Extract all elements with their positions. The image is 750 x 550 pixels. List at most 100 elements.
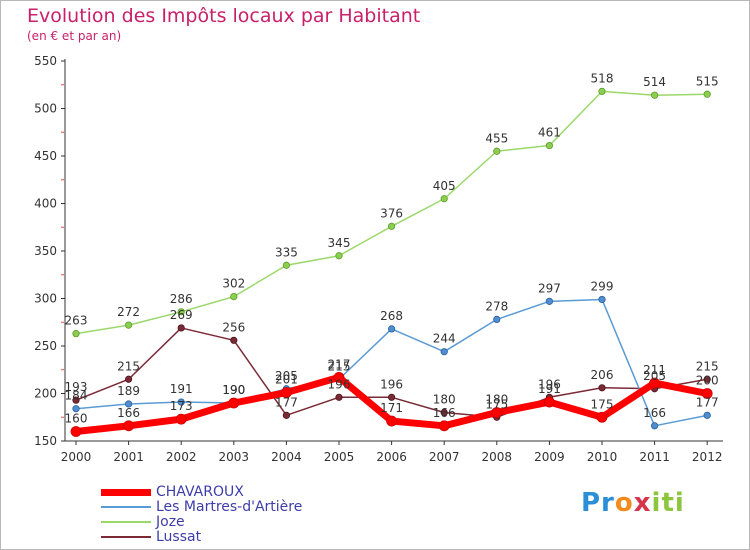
- data-label: 175: [485, 397, 508, 411]
- data-point: [333, 371, 345, 383]
- data-label: 518: [591, 71, 614, 85]
- data-label: 166: [433, 406, 456, 420]
- data-point: [596, 411, 608, 423]
- y-tick-label: 200: [34, 387, 57, 401]
- data-point: [123, 420, 134, 432]
- data-point: [72, 396, 80, 404]
- data-point: [598, 384, 606, 392]
- data-label: 196: [380, 377, 403, 391]
- data-point: [493, 147, 501, 155]
- x-tick-label: 2010: [587, 450, 618, 464]
- data-point: [440, 408, 448, 417]
- data-label: 297: [538, 281, 561, 295]
- data-label: 196: [538, 377, 561, 391]
- data-label: 180: [433, 393, 456, 407]
- data-point: [280, 387, 292, 398]
- data-label: 191: [170, 382, 193, 396]
- data-point: [545, 141, 554, 150]
- data-point: [491, 407, 503, 418]
- data-point: [72, 405, 80, 413]
- data-label: 461: [538, 126, 561, 140]
- data-point: [230, 292, 238, 301]
- x-tick-label: 2003: [219, 450, 250, 464]
- x-tick-label: 2005: [324, 450, 355, 464]
- data-point: [125, 321, 133, 329]
- data-label: 215: [696, 359, 719, 373]
- x-tick-label: 2001: [113, 450, 144, 464]
- legend-swatch: [101, 506, 151, 508]
- data-label: 205: [643, 369, 666, 383]
- data-label: 166: [643, 406, 666, 420]
- data-label: 299: [591, 279, 614, 293]
- data-label: 166: [117, 406, 140, 420]
- data-point: [703, 375, 711, 383]
- data-point: [387, 325, 396, 333]
- data-label: 263: [65, 314, 88, 328]
- data-point: [701, 388, 713, 399]
- legend-swatch: [101, 521, 151, 523]
- data-point: [282, 411, 290, 419]
- x-tick-label: 2006: [376, 450, 407, 464]
- data-label: 268: [380, 309, 403, 323]
- legend-label: Lussat: [156, 529, 202, 545]
- legend-swatch: [101, 536, 151, 538]
- data-point: [650, 91, 659, 99]
- data-label: 211: [643, 363, 666, 377]
- data-point: [493, 315, 501, 323]
- data-point: [282, 261, 290, 269]
- proxiti-logo: Proxiti: [581, 488, 685, 518]
- y-tick-label: 450: [34, 149, 57, 163]
- data-point: [335, 252, 343, 260]
- data-point: [440, 348, 448, 356]
- data-label: 405: [433, 179, 456, 193]
- x-tick-label: 2009: [534, 450, 565, 464]
- y-tick-label: 300: [34, 292, 57, 306]
- data-label: 514: [643, 75, 666, 89]
- data-point: [703, 411, 711, 419]
- data-label: 184: [65, 389, 88, 403]
- data-point: [598, 87, 606, 96]
- x-tick-label: 2002: [166, 450, 197, 464]
- data-point: [387, 393, 396, 401]
- data-point: [125, 375, 133, 383]
- x-tick-label: 2008: [482, 450, 513, 464]
- x-tick-label: 2004: [271, 450, 302, 464]
- x-tick-label: 2000: [61, 450, 92, 464]
- data-point: [703, 90, 711, 98]
- data-label: 345: [328, 236, 351, 250]
- data-point: [440, 195, 448, 203]
- y-tick-label: 150: [34, 434, 57, 448]
- data-point: [177, 308, 185, 316]
- data-point: [598, 295, 606, 304]
- data-label: 173: [170, 399, 193, 413]
- data-label: 272: [117, 305, 140, 319]
- data-label: 215: [117, 359, 140, 373]
- data-label: 160: [65, 412, 88, 426]
- data-label: 190: [222, 383, 245, 397]
- data-point: [387, 222, 396, 230]
- data-point: [177, 398, 185, 406]
- y-tick-label: 500: [34, 102, 57, 116]
- data-label: 206: [591, 368, 614, 382]
- chart-subtitle: (en € et par an): [27, 29, 122, 43]
- y-tick-label: 400: [34, 197, 57, 211]
- data-point: [230, 336, 238, 344]
- data-label: 244: [433, 332, 456, 346]
- data-point: [175, 413, 187, 425]
- legend-label: CHAVAROUX: [156, 484, 244, 500]
- x-tick-label: 2011: [639, 450, 670, 464]
- data-point: [649, 377, 660, 389]
- data-label: 196: [328, 377, 351, 391]
- chart-title: Evolution des Impôts locaux par Habitant: [27, 5, 421, 27]
- data-label: 269: [170, 308, 193, 322]
- data-label: 335: [275, 245, 298, 259]
- x-tick-label: 2007: [429, 450, 460, 464]
- legend-label: Joze: [156, 514, 185, 530]
- y-tick-label: 250: [34, 339, 57, 353]
- data-label: 286: [170, 292, 193, 306]
- data-label: 177: [696, 395, 719, 409]
- data-label: 205: [275, 369, 298, 383]
- data-point: [228, 397, 240, 409]
- data-label: 515: [696, 74, 719, 88]
